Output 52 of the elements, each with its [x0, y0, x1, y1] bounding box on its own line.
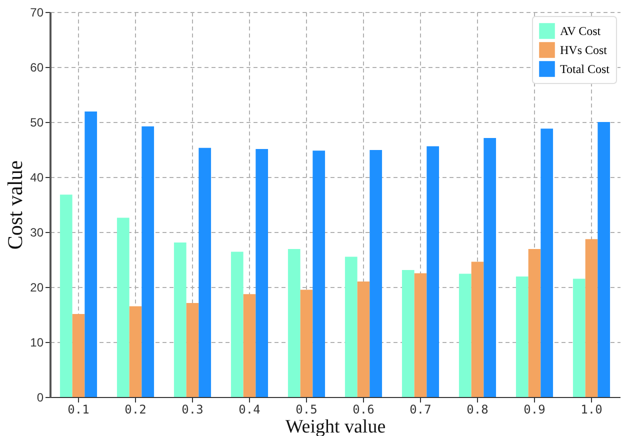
bar	[116, 218, 130, 397]
bar	[370, 150, 382, 397]
bar	[572, 278, 586, 397]
bar	[72, 314, 85, 397]
bar	[129, 306, 142, 397]
y-axis-title: Cost value	[3, 160, 28, 250]
x-tick-label: 0.3	[182, 402, 204, 416]
bar	[300, 290, 313, 397]
y-tick-label: 0	[36, 390, 44, 404]
bar	[471, 262, 484, 397]
y-tick-label: 20	[30, 280, 44, 294]
bar	[142, 126, 154, 397]
bar	[84, 112, 98, 397]
y-tick-label: 30	[30, 226, 44, 240]
bar	[344, 256, 358, 397]
y-tick-label: 50	[30, 116, 44, 130]
bar	[426, 146, 440, 397]
bar	[174, 242, 186, 397]
y-tick-label: 60	[30, 60, 44, 74]
x-tick-label: 0.7	[410, 402, 432, 416]
x-tick-label: 1.0	[580, 402, 602, 416]
bar	[60, 194, 72, 397]
bar	[230, 252, 244, 397]
bar	[186, 302, 199, 397]
legend-label: AV Cost	[560, 24, 602, 38]
bar	[598, 122, 610, 397]
bar	[484, 138, 496, 397]
legend-label: HVs Cost	[560, 43, 608, 57]
x-tick-label: 0.5	[296, 402, 318, 416]
bar	[243, 294, 256, 397]
y-tick-label: 70	[30, 6, 44, 20]
x-tick-label: 0.2	[124, 402, 146, 416]
bar	[357, 282, 370, 397]
x-tick-label: 0.4	[238, 402, 260, 416]
bar	[198, 148, 212, 397]
bar	[528, 249, 541, 397]
bar	[288, 249, 300, 397]
x-tick-label: 0.9	[524, 402, 546, 416]
x-tick-label: 0.1	[68, 402, 90, 416]
bar	[516, 276, 528, 397]
bar	[458, 274, 472, 397]
y-tick-label: 40	[30, 170, 44, 184]
y-tick-label: 10	[30, 336, 44, 350]
bar	[414, 273, 427, 397]
legend-label: Total Cost	[560, 62, 610, 76]
x-tick-label: 0.8	[466, 402, 488, 416]
x-tick-label: 0.6	[352, 402, 374, 416]
bar	[540, 128, 554, 397]
bar	[256, 148, 268, 397]
bar	[402, 270, 414, 397]
bar	[585, 239, 598, 397]
bar	[312, 150, 326, 397]
